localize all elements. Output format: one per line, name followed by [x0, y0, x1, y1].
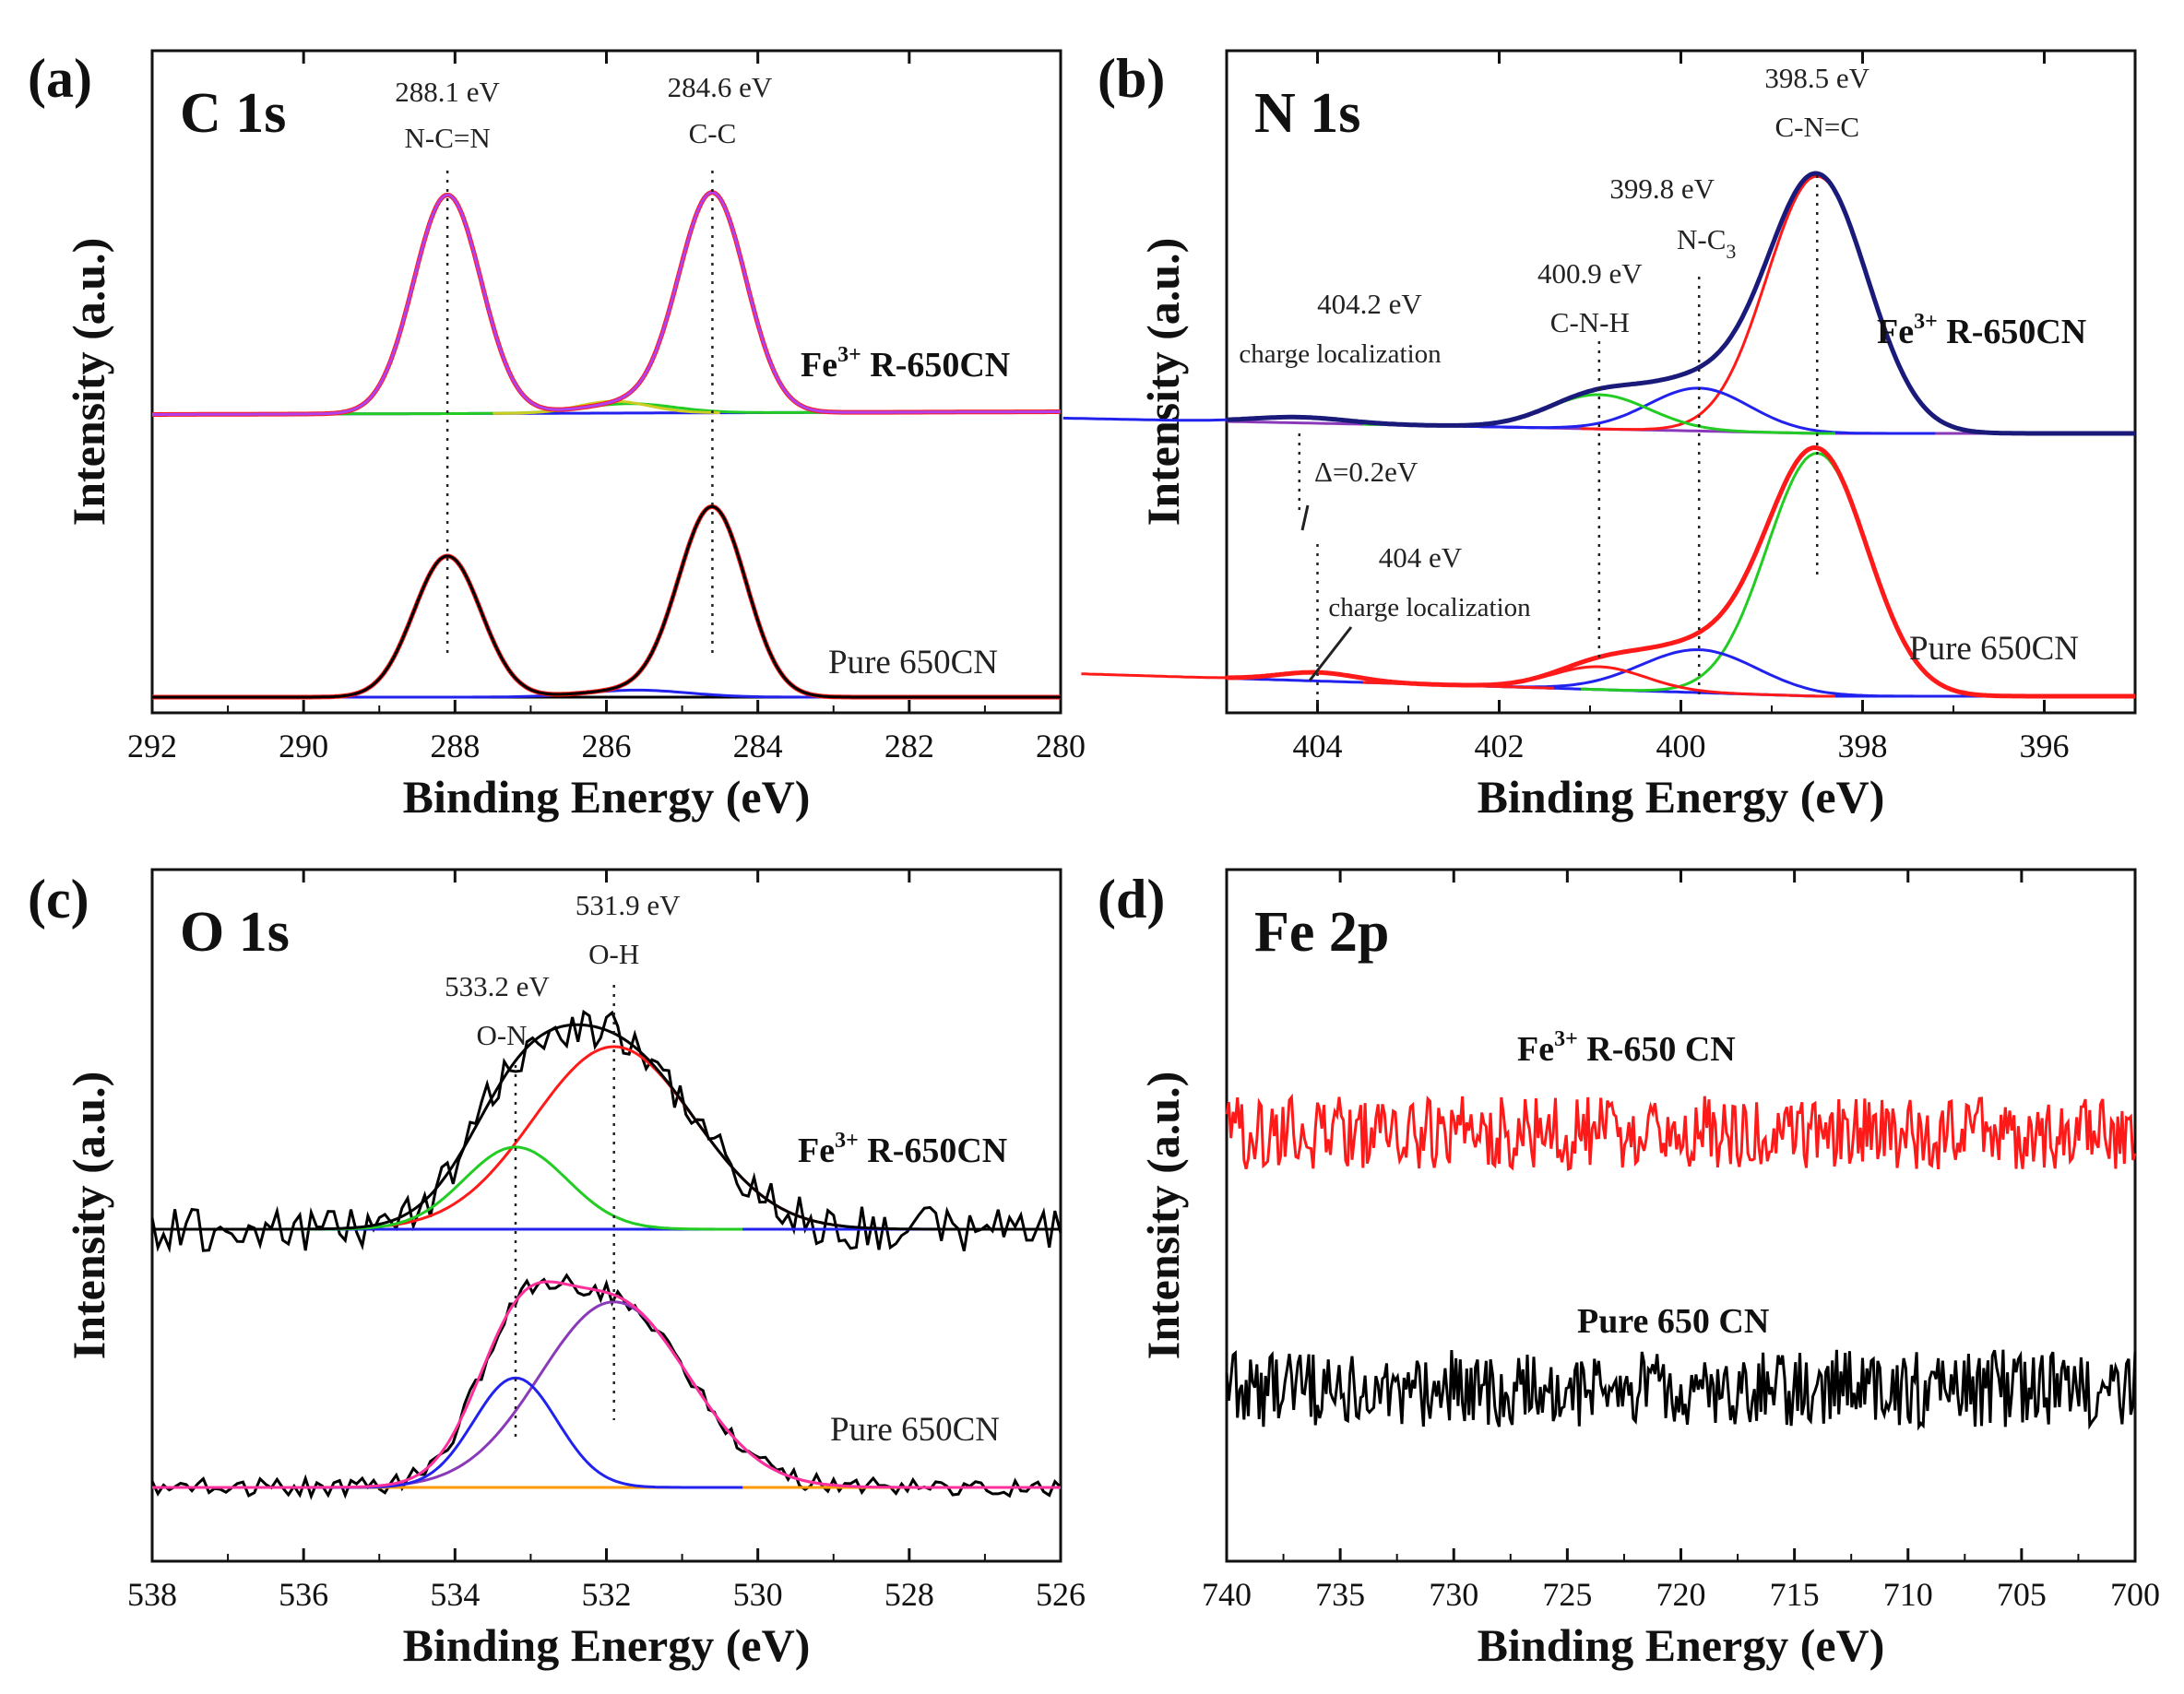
- x-tick-label: 280: [1036, 728, 1086, 764]
- fit-envelope: [152, 1280, 1061, 1489]
- y-axis-title: Intensity (a.u.): [1137, 1072, 1189, 1360]
- noise-spectrum: [1225, 1349, 2137, 1431]
- panel-letter: (c): [28, 869, 89, 930]
- x-axis-title: Binding Energy (eV): [403, 771, 811, 823]
- plot-frame: [1225, 868, 2137, 1563]
- shift-annotation: Δ=0.2eV: [1314, 456, 1418, 488]
- peak-assignment-label: O-H: [588, 938, 639, 970]
- x-tick-label: 532: [582, 1576, 632, 1613]
- peak-assignment-label: C-N-H: [1550, 306, 1630, 338]
- x-tick-label: 735: [1315, 1576, 1365, 1613]
- x-tick-label: 705: [1997, 1576, 2047, 1613]
- y-axis-title: Intensity (a.u.): [63, 238, 114, 527]
- fit-envelope: [152, 505, 1061, 699]
- panel-b: 404 402 400 398 396 Binding Energy (eV) Intens…: [1062, 48, 2137, 823]
- peak-energy-label: 284.6 eV: [668, 71, 773, 103]
- x-tick-label: 715: [1770, 1576, 1820, 1613]
- core-level-label: N 1s: [1254, 82, 1360, 145]
- panel-c: 538 536 534 532 530 528 526 Binding Energy (eV)…: [28, 868, 1086, 1671]
- peak-assignment-label: C-N=C: [1774, 111, 1859, 143]
- peak-energy-label: 288.1 eV: [395, 76, 500, 108]
- fit-envelope: [152, 1023, 1061, 1231]
- raw-spectrum: [150, 1273, 1062, 1500]
- peak-energy-label: 531.9 eV: [576, 889, 681, 921]
- x-tick-label: 526: [1036, 1576, 1086, 1613]
- x-tick-label: 396: [2020, 728, 2070, 764]
- panels-layer: 292 290 288 286 284 282 280 Binding Energy (eV)…: [28, 48, 2160, 1671]
- x-axis-title: Binding Energy (eV): [403, 1619, 811, 1671]
- x-tick-label: 528: [884, 1576, 934, 1613]
- shift-arrow: [1300, 504, 1310, 531]
- x-tick-label: 730: [1429, 1576, 1478, 1613]
- component-curve: [386, 1300, 842, 1487]
- peak-energy-label: 398.5 eV: [1764, 62, 1869, 94]
- core-level-label: C 1s: [180, 82, 286, 145]
- pointer-arrow: [1308, 626, 1353, 681]
- sample-label-top: Fe3+ R-650CN: [1877, 310, 2086, 351]
- x-axis-title: Binding Energy (eV): [1478, 771, 1885, 823]
- core-level-label: O 1s: [180, 901, 290, 964]
- core-level-label: Fe 2p: [1254, 901, 1389, 964]
- sample-label-top: Fe3+ R-650 CN: [1517, 1027, 1736, 1069]
- peak-assignment-label: N-C3: [1677, 223, 1736, 263]
- peak-assignment-label: charge localization: [1239, 339, 1442, 369]
- x-tick-label: 536: [279, 1576, 328, 1613]
- x-tick-label: 740: [1202, 1576, 1252, 1613]
- panel-letter: (a): [28, 48, 92, 109]
- y-axis-title: Intensity (a.u.): [63, 1072, 114, 1360]
- peak-energy-label: 404.2 eV: [1317, 288, 1422, 320]
- component-curve: [288, 1145, 743, 1231]
- x-tick-label: 700: [2110, 1576, 2160, 1613]
- x-tick-label: 288: [430, 728, 480, 764]
- x-tick-label: 720: [1656, 1576, 1706, 1613]
- component-curve: [288, 1376, 743, 1489]
- noise-spectrum: [1225, 1093, 2137, 1171]
- x-tick-label: 538: [127, 1576, 177, 1613]
- x-tick-label: 290: [279, 728, 328, 764]
- peak-energy-label: 399.8 eV: [1609, 172, 1715, 205]
- fit-envelope: [1227, 444, 2135, 699]
- x-tick-label: 530: [733, 1576, 783, 1613]
- sample-label-bottom: Pure 650 CN: [1577, 1302, 1769, 1341]
- peak-energy-label: 400.9 eV: [1537, 257, 1643, 290]
- x-tick-label: 284: [733, 728, 783, 764]
- peak-assignment-label: charge localization: [1328, 593, 1531, 622]
- fit-envelope: [152, 191, 1061, 416]
- x-tick-label: 282: [884, 728, 934, 764]
- sample-label-top: Fe3+ R-650CN: [798, 1129, 1007, 1170]
- panel-letter: (b): [1098, 48, 1165, 109]
- x-tick-label: 400: [1656, 728, 1706, 764]
- peak-energy-label: 404 eV: [1379, 541, 1463, 574]
- x-tick-label: 398: [1838, 728, 1888, 764]
- sample-label-bottom: Pure 650CN: [828, 644, 998, 681]
- x-tick-label: 534: [430, 1576, 480, 1613]
- y-axis-title: Intensity (a.u.): [1137, 238, 1189, 527]
- x-tick-label: 292: [127, 728, 177, 764]
- sample-label-bottom: Pure 650CN: [1909, 630, 2079, 668]
- x-tick-label: 404: [1293, 728, 1343, 764]
- plot-frame: [150, 868, 1062, 1563]
- x-tick-label: 286: [582, 728, 632, 764]
- x-tick-label: 710: [1883, 1576, 1933, 1613]
- peak-assignment-label: N-C=N: [404, 122, 490, 154]
- sample-label-top: Fe3+ R-650CN: [801, 343, 1010, 385]
- peak-assignment-label: O-N: [476, 1019, 527, 1051]
- x-axis-title: Binding Energy (eV): [1478, 1619, 1885, 1671]
- panel-letter: (d): [1098, 869, 1165, 930]
- fit-envelope: [1226, 171, 2135, 436]
- x-tick-label: 725: [1542, 1576, 1592, 1613]
- panel-d: 740 735 730 725 720 715 710 705 700 Binding Energ…: [1098, 868, 2160, 1671]
- peak-assignment-label: C-C: [689, 117, 737, 149]
- sample-label-bottom: Pure 650CN: [830, 1411, 1000, 1449]
- peak-energy-label: 533.2 eV: [445, 970, 550, 1002]
- x-tick-label: 402: [1475, 728, 1525, 764]
- panel-a: 292 290 288 286 284 282 280 Binding Energy (eV)…: [28, 48, 1086, 823]
